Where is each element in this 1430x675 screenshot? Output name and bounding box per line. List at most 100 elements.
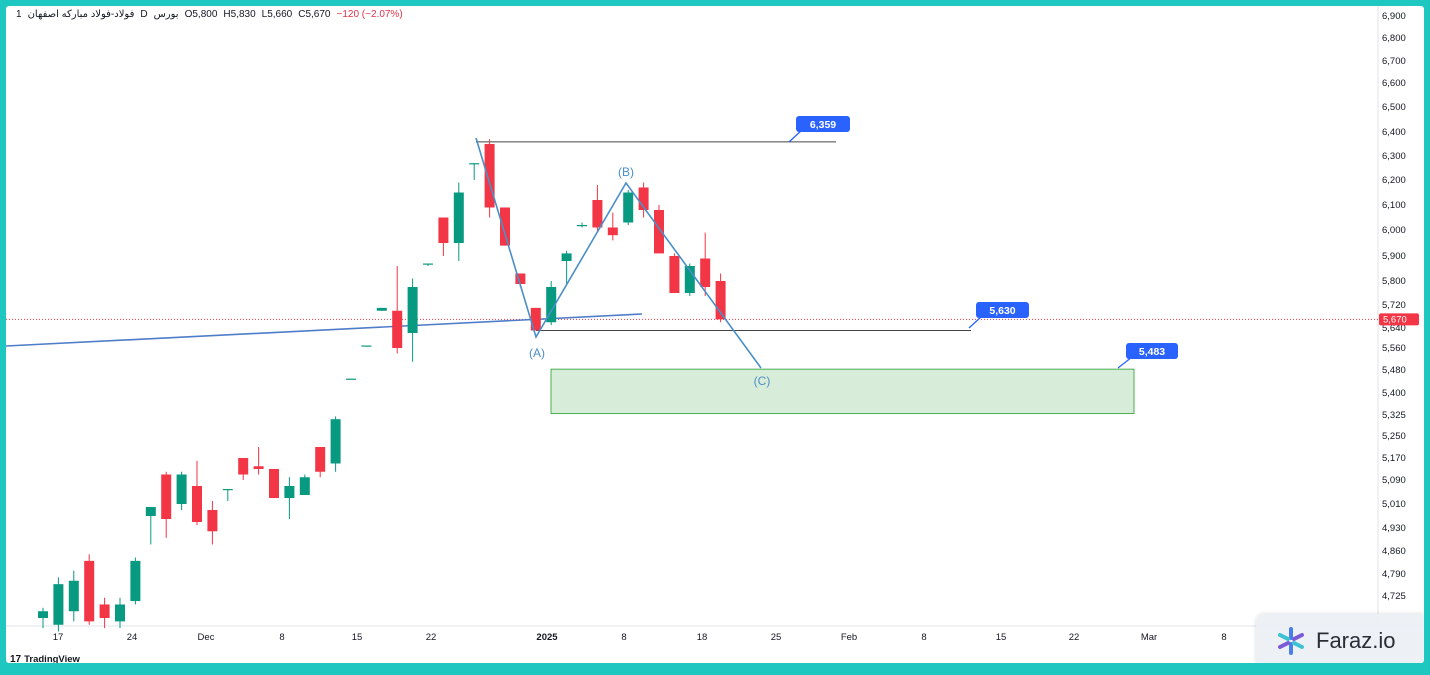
faraz-watermark: Faraz.io	[1256, 614, 1424, 663]
y-tick-label: 5,560	[1382, 343, 1406, 354]
x-tick-label: 15	[352, 632, 363, 643]
faraz-logo-icon	[1278, 627, 1304, 655]
candle-body	[53, 584, 64, 625]
callout-label: 6,359	[810, 119, 836, 131]
candle-body	[500, 207, 510, 246]
level-callout: 6,359	[788, 116, 850, 143]
y-tick-label: 6,100	[1382, 200, 1406, 211]
candle	[407, 278, 418, 362]
candle	[623, 190, 634, 225]
y-tick-label: 6,500	[1382, 102, 1406, 113]
candle-body	[592, 200, 603, 228]
level-callout: 5,630	[968, 302, 1029, 329]
x-tick-label: 24	[127, 632, 138, 643]
callout-box	[796, 116, 850, 132]
chart-frame: 6,900 6,800 6,700 6,600 6,500 6,400 6,300 6,200…	[6, 6, 1424, 663]
x-tick-label: 15	[996, 632, 1007, 643]
y-tick-label: 6,700	[1382, 56, 1406, 67]
candle	[715, 273, 726, 323]
candle-body	[253, 466, 264, 469]
target-zone-box	[550, 368, 1135, 415]
candle	[269, 469, 279, 498]
candle	[53, 577, 64, 632]
header-exchange: بورس	[153, 9, 179, 20]
y-tick-label: 5,480	[1382, 365, 1406, 376]
candle-body	[392, 310, 403, 348]
chart-header: 1 فولاد-فولاد مبارکه اصفهان D بورس O5,80…	[16, 9, 403, 20]
candle-body	[330, 419, 341, 464]
y-tick-label: 6,300	[1382, 151, 1406, 162]
x-tick-label: 2025	[536, 632, 558, 643]
candle	[469, 163, 480, 180]
x-tick-label: Mar	[1141, 632, 1157, 643]
wave-label: (C)	[754, 374, 771, 388]
candle-body	[299, 477, 310, 495]
current-price-tag	[1379, 313, 1419, 326]
candle	[546, 281, 557, 326]
y-tick-label: 5,325	[1382, 410, 1406, 421]
y-tick-label: 4,860	[1382, 546, 1406, 557]
candle-body	[453, 192, 464, 243]
candle-body	[715, 281, 726, 320]
y-tick-label: 5,400	[1382, 388, 1406, 399]
candle-body	[423, 263, 433, 265]
candle	[392, 266, 403, 354]
candle-body	[176, 474, 187, 504]
y-tick-label: 4,725	[1382, 591, 1406, 602]
candle	[700, 232, 711, 296]
candle-body	[115, 604, 125, 622]
candle-body	[546, 287, 557, 323]
candle-body	[469, 163, 480, 165]
callout-box	[976, 302, 1029, 318]
candle	[500, 207, 510, 246]
candle-body	[222, 489, 233, 491]
tradingview-icon: 17	[10, 654, 22, 663]
candle	[561, 250, 572, 284]
y-tick-label: 5,720	[1382, 300, 1406, 311]
candle-body	[530, 307, 541, 331]
y-tick-label: 4,930	[1382, 523, 1406, 534]
candle-body	[269, 469, 279, 498]
candle	[115, 597, 125, 629]
candle	[438, 217, 449, 256]
tradingview-label: TradingView	[24, 654, 80, 663]
candle	[145, 507, 156, 545]
tradingview-logo[interactable]: 17 TradingView	[10, 654, 80, 663]
y-tick-label: 5,170	[1382, 453, 1406, 464]
candle	[284, 477, 295, 519]
candle	[484, 139, 495, 218]
header-symbol[interactable]: فولاد-فولاد مبارکه اصفهان	[27, 9, 135, 20]
candle-body	[145, 507, 156, 516]
candle-body	[438, 217, 449, 243]
candle	[330, 416, 341, 472]
callout-label: 5,630	[989, 305, 1015, 317]
candle-body	[515, 273, 526, 284]
candle	[423, 263, 433, 266]
candle	[192, 460, 202, 525]
candle	[176, 471, 187, 510]
candle-body	[38, 611, 48, 618]
price-chart[interactable]: 6,900 6,800 6,700 6,600 6,500 6,400 6,300 6,200…	[6, 6, 1424, 663]
level-callout: 5,483	[1117, 343, 1178, 369]
x-tick-label: Dec	[198, 632, 215, 643]
x-tick-label: 22	[426, 632, 437, 643]
candle	[592, 185, 603, 233]
wave-label: (B)	[618, 165, 634, 179]
candle	[222, 489, 233, 501]
x-tick-label: 8	[1221, 632, 1226, 643]
candle-body	[315, 447, 326, 472]
candle-body	[700, 258, 711, 287]
candle-body	[130, 560, 141, 602]
y-tick-label: 5,010	[1382, 499, 1406, 510]
y-tick-label: 6,200	[1382, 175, 1406, 186]
candle	[346, 378, 356, 380]
candle-body	[346, 378, 356, 380]
y-tick-label: 5,640	[1382, 323, 1406, 334]
y-tick-label: 5,900	[1382, 251, 1406, 262]
candle-body	[484, 144, 495, 208]
wave-label: (A)	[529, 346, 545, 360]
y-tick-label: 4,790	[1382, 569, 1406, 580]
faraz-label: Faraz.io	[1316, 628, 1396, 653]
y-tick-label: 5,250	[1382, 431, 1406, 442]
candle-body	[654, 210, 664, 254]
